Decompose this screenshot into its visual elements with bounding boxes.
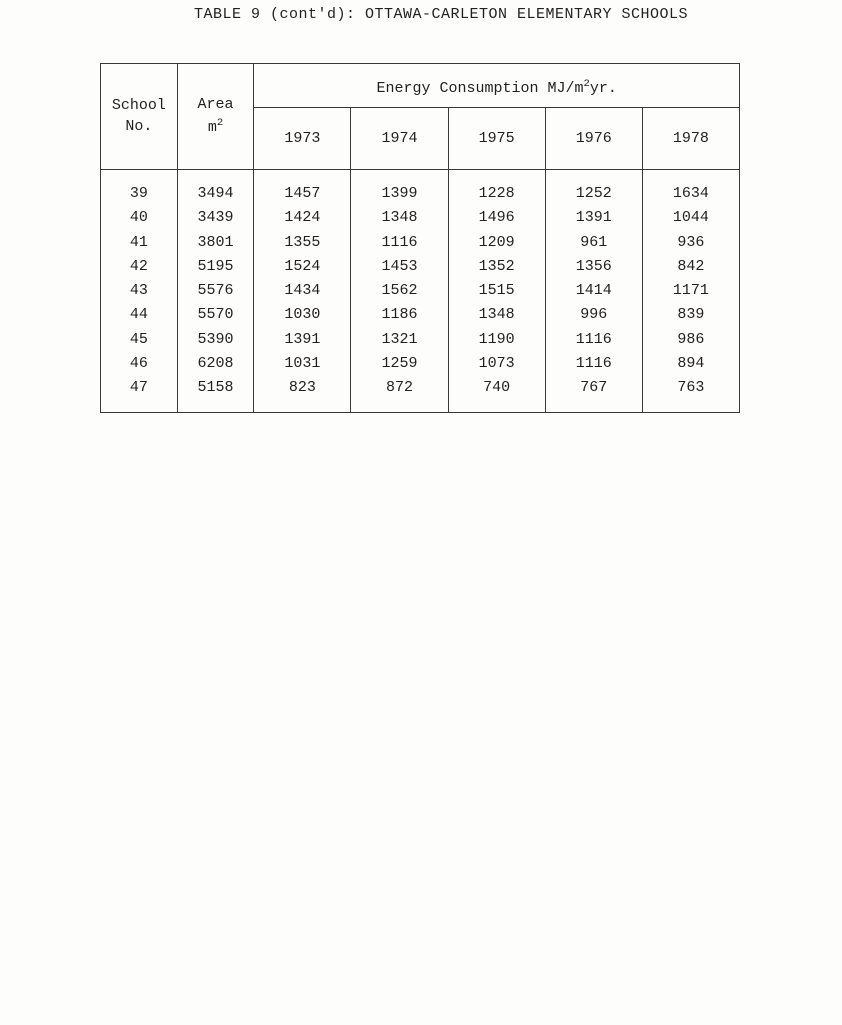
cell-y1976: 767	[545, 376, 642, 413]
cell-y1975: 1073	[448, 352, 545, 376]
cell-area: 5195	[177, 255, 254, 279]
header-area-unit: m2	[208, 119, 223, 136]
energy-table: School No. Area m2 Energy Consumption MJ…	[100, 63, 740, 413]
cell-y1975: 1515	[448, 279, 545, 303]
table-row: 45 5390 1391 1321 1190 1116 986	[101, 328, 740, 352]
cell-y1978: 763	[642, 376, 739, 413]
page: TABLE 9 (cont'd): OTTAWA-CARLETON ELEMEN…	[0, 6, 842, 413]
cell-y1973: 1030	[254, 303, 351, 327]
cell-y1978: 986	[642, 328, 739, 352]
header-year-0: 1973	[254, 108, 351, 170]
cell-school: 41	[101, 231, 178, 255]
cell-y1976: 1252	[545, 170, 642, 207]
header-school-line1: School	[112, 97, 166, 114]
cell-school: 43	[101, 279, 178, 303]
header-year-1: 1974	[351, 108, 448, 170]
cell-y1976: 1391	[545, 206, 642, 230]
table-body: 39 3494 1457 1399 1228 1252 1634 40 3439…	[101, 170, 740, 413]
cell-y1978: 936	[642, 231, 739, 255]
cell-y1973: 1424	[254, 206, 351, 230]
header-area-unit-base: m	[208, 119, 217, 136]
table-row: 39 3494 1457 1399 1228 1252 1634	[101, 170, 740, 207]
cell-y1976: 1116	[545, 352, 642, 376]
cell-y1974: 1259	[351, 352, 448, 376]
header-spanner: Energy Consumption MJ/m2yr.	[254, 64, 740, 108]
cell-area: 6208	[177, 352, 254, 376]
cell-y1973: 1391	[254, 328, 351, 352]
cell-y1975: 1348	[448, 303, 545, 327]
table-row: 41 3801 1355 1116 1209 961 936	[101, 231, 740, 255]
cell-area: 5570	[177, 303, 254, 327]
cell-y1974: 1453	[351, 255, 448, 279]
cell-y1976: 1116	[545, 328, 642, 352]
cell-school: 47	[101, 376, 178, 413]
cell-y1978: 842	[642, 255, 739, 279]
cell-y1974: 1321	[351, 328, 448, 352]
table-row: 40 3439 1424 1348 1496 1391 1044	[101, 206, 740, 230]
cell-y1975: 1190	[448, 328, 545, 352]
cell-school: 46	[101, 352, 178, 376]
cell-area: 5390	[177, 328, 254, 352]
table-container: School No. Area m2 Energy Consumption MJ…	[100, 63, 740, 413]
cell-y1973: 1031	[254, 352, 351, 376]
header-spanner-suffix: yr.	[590, 80, 617, 97]
cell-y1975: 740	[448, 376, 545, 413]
cell-y1974: 1116	[351, 231, 448, 255]
cell-y1975: 1496	[448, 206, 545, 230]
cell-y1973: 1434	[254, 279, 351, 303]
cell-area: 3494	[177, 170, 254, 207]
header-area: Area m2	[177, 64, 254, 170]
cell-y1974: 872	[351, 376, 448, 413]
table-row: 47 5158 823 872 740 767 763	[101, 376, 740, 413]
cell-y1974: 1348	[351, 206, 448, 230]
cell-y1973: 1355	[254, 231, 351, 255]
header-spanner-prefix: Energy Consumption MJ/m	[376, 80, 583, 97]
header-area-unit-sup: 2	[217, 117, 223, 129]
header-school-line2: No.	[125, 118, 152, 135]
cell-y1973: 1457	[254, 170, 351, 207]
cell-y1974: 1399	[351, 170, 448, 207]
cell-area: 3801	[177, 231, 254, 255]
table-row: 46 6208 1031 1259 1073 1116 894	[101, 352, 740, 376]
cell-area: 5576	[177, 279, 254, 303]
cell-y1975: 1209	[448, 231, 545, 255]
cell-y1975: 1352	[448, 255, 545, 279]
cell-y1975: 1228	[448, 170, 545, 207]
cell-y1973: 823	[254, 376, 351, 413]
cell-y1976: 996	[545, 303, 642, 327]
cell-y1976: 1356	[545, 255, 642, 279]
header-school: School No.	[101, 64, 178, 170]
cell-y1978: 894	[642, 352, 739, 376]
cell-area: 5158	[177, 376, 254, 413]
table-row: 43 5576 1434 1562 1515 1414 1171	[101, 279, 740, 303]
cell-y1976: 961	[545, 231, 642, 255]
cell-school: 45	[101, 328, 178, 352]
cell-y1978: 1044	[642, 206, 739, 230]
cell-y1978: 1634	[642, 170, 739, 207]
header-area-line1: Area	[198, 96, 234, 113]
cell-y1976: 1414	[545, 279, 642, 303]
header-year-2: 1975	[448, 108, 545, 170]
cell-y1973: 1524	[254, 255, 351, 279]
cell-school: 42	[101, 255, 178, 279]
cell-y1974: 1562	[351, 279, 448, 303]
cell-y1974: 1186	[351, 303, 448, 327]
cell-y1978: 1171	[642, 279, 739, 303]
table-row: 44 5570 1030 1186 1348 996 839	[101, 303, 740, 327]
header-year-3: 1976	[545, 108, 642, 170]
table-title: TABLE 9 (cont'd): OTTAWA-CARLETON ELEMEN…	[80, 6, 802, 23]
cell-y1978: 839	[642, 303, 739, 327]
cell-area: 3439	[177, 206, 254, 230]
cell-school: 39	[101, 170, 178, 207]
cell-school: 44	[101, 303, 178, 327]
cell-school: 40	[101, 206, 178, 230]
table-row: 42 5195 1524 1453 1352 1356 842	[101, 255, 740, 279]
header-year-4: 1978	[642, 108, 739, 170]
